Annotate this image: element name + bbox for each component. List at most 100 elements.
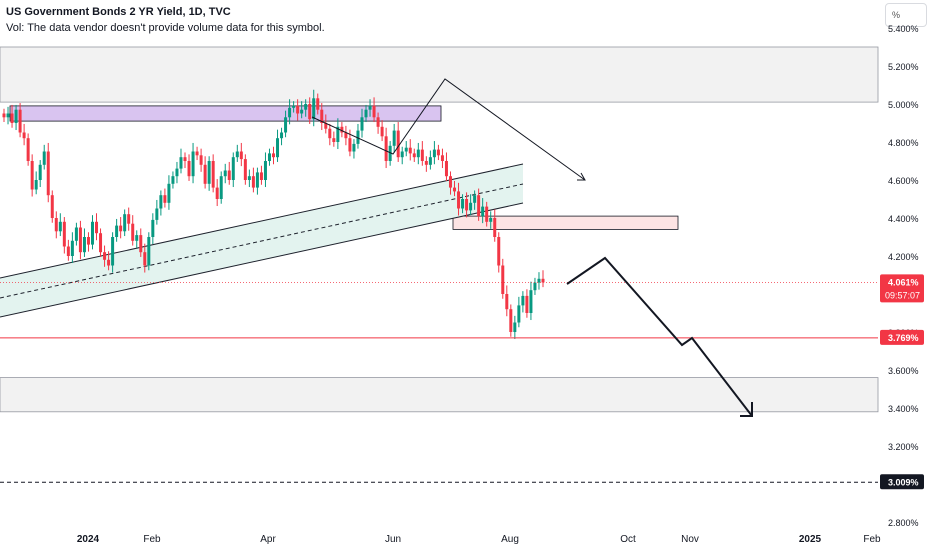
candle-body [50,195,54,218]
percent-unit-button[interactable]: % [885,3,927,27]
candle-body [316,98,320,110]
candle-body [368,105,372,110]
time-tick-label: Aug [501,534,519,545]
candle-body [267,153,271,161]
candle-body [135,235,139,241]
candle-body [151,219,155,237]
candle-body [119,225,123,232]
candle-body [505,294,509,310]
candle-body [86,237,90,245]
candle-body [292,105,296,108]
time-tick-label: Feb [143,534,161,545]
price-tick-label: 5.400% [888,24,919,34]
candle-body [489,218,493,222]
candle-body [26,138,30,161]
price-tick-label: 3.200% [888,442,919,452]
candle-body [111,237,115,266]
candle-body [203,164,207,184]
candle-body [404,147,408,152]
price-tick-label: 3.400% [888,404,919,414]
time-axis[interactable]: 2024 Feb Apr Jun Aug Oct Nov 2025 Feb [77,534,881,545]
candle-body [461,199,465,209]
candle-body [131,223,135,241]
candle-body [324,123,328,129]
candle-body [179,157,183,169]
candle-body [2,113,6,118]
candle-body [259,172,263,180]
candle-body [243,159,247,180]
candle-body [328,128,332,139]
candle-body [18,109,22,133]
candle-body [70,240,74,256]
candle-body [95,221,99,234]
chart-title: US Government Bonds 2 YR Yield, 1D, TVC [6,6,231,18]
candle-body [163,195,167,203]
candle-body [509,309,513,332]
candle-body [251,176,255,188]
zone-lower-grey [0,377,879,413]
time-tick-label: Jun [385,534,401,545]
dashed-level-label-bg [880,474,924,490]
candle-body [54,218,58,232]
last-price-label: 4.061% [888,277,919,287]
percent-unit-label: % [892,10,901,20]
candle-body [304,104,308,110]
candle-body [501,265,505,294]
candle-body [376,117,380,127]
candle-body [239,151,243,160]
candle-body [227,170,231,180]
candle-body [364,109,368,118]
candle-body [332,138,336,142]
candle-body [356,130,360,144]
candle-body [477,195,481,217]
candle-body [392,130,396,146]
candle-body [444,161,448,177]
candle-body [211,161,215,188]
candle-body [207,161,211,184]
time-tick-label: Oct [620,534,636,545]
candle-body [432,149,436,158]
candle-body [541,278,545,283]
time-tick-label: Apr [260,534,276,545]
time-tick-label: 2024 [77,534,100,545]
candle-body [521,295,525,306]
candle-body [308,104,312,120]
candle-body [147,237,151,266]
candle-body [360,117,364,131]
regression-channel [0,163,524,318]
channel-upper-line [0,163,524,279]
candle-body [235,151,239,158]
price-tick-label: 2.800% [888,518,919,528]
candle-body [380,126,384,137]
candle-body [255,172,259,188]
candle-body [344,132,348,139]
candle-body [428,157,432,165]
candle-body [396,130,400,158]
candle-body [436,149,440,156]
candle-body [10,113,14,123]
candle-body [46,151,50,196]
candle-body [191,151,195,177]
candle-body [139,235,143,253]
candle-body [473,195,477,203]
price-axis[interactable]: 5.400% 5.200% 5.000% 4.800% 4.600% 4.400% 4.20… [880,24,924,528]
support-price-label: 3.769% [888,333,919,343]
arrow-head-top [577,172,586,181]
candle-body [199,155,203,165]
candle-body [155,208,159,220]
candle-body [388,145,392,161]
candle-body [175,168,179,177]
last-price-label-bg [880,274,924,303]
candle-body [420,149,424,161]
candle-body [372,105,376,118]
candle-body [348,138,352,152]
candle-body [340,126,344,133]
candle-body [99,233,103,253]
countdown-label: 09:57:07 [885,290,920,300]
channel-mid-line [0,183,524,299]
levels-layer [0,282,878,483]
candle-body [103,252,107,260]
candle-body [123,214,127,232]
candles-layer [2,89,545,340]
